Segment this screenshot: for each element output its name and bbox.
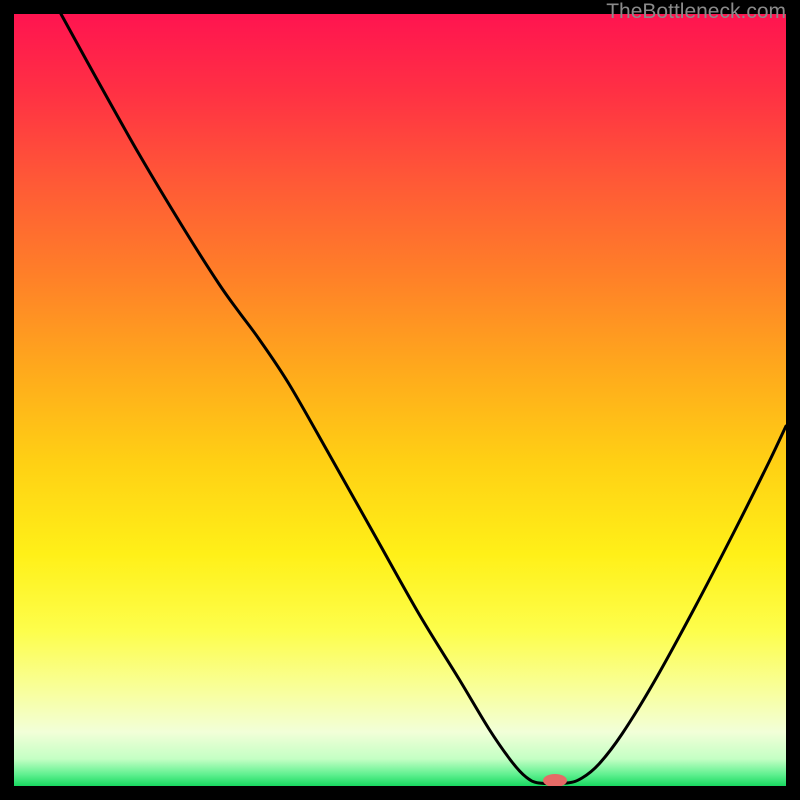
- gradient-background: [14, 14, 786, 786]
- chart-stage: TheBottleneck.com: [0, 0, 800, 800]
- bottleneck-curve-plot: [14, 14, 786, 786]
- watermark-text: TheBottleneck.com: [606, 0, 786, 24]
